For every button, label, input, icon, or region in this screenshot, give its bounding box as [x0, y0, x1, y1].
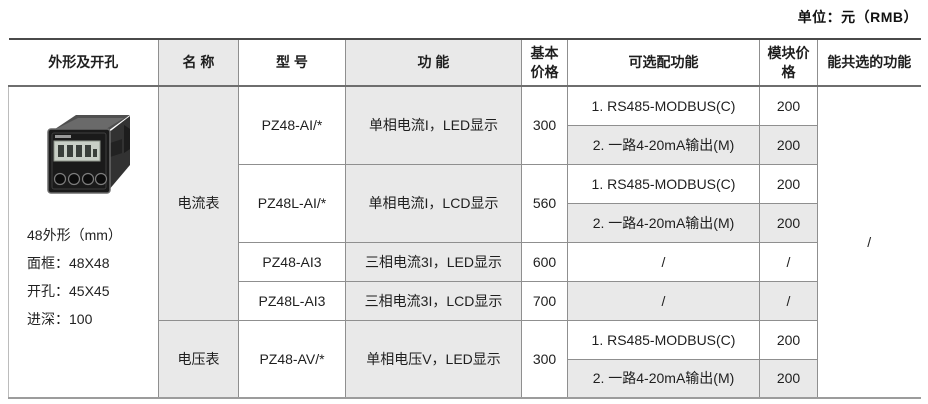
module-price-cell: 200	[759, 358, 818, 399]
shared-functions-cell: /	[817, 85, 921, 399]
model-cell: PZ48-AI3	[238, 241, 346, 282]
option-label-cell: 1. RS485-MODBUS(C)	[567, 163, 760, 204]
base-price-cell: 560	[521, 163, 568, 243]
col-header-function: 功 能	[345, 39, 522, 87]
category-cell-voltage-meter: 电压表	[158, 319, 239, 399]
table-row: 2. 一路4-20mA输出(M) 200	[9, 202, 921, 243]
table-row: PZ48L-AI/* 单相电流I，LCD显示 560 1. RS485-MODB…	[9, 163, 921, 243]
module-price-cell: 200	[759, 85, 818, 126]
model-cell: PZ48L-AI3	[238, 280, 346, 321]
col-header-base-price: 基本价格	[521, 39, 568, 87]
dimension-line-outline: 48外形（mm）	[27, 227, 122, 243]
model-cell: PZ48-AI/*	[238, 85, 346, 165]
dimensions-note: 48外形（mm） 面框：48X48 开孔：45X45 进深：100	[11, 221, 156, 333]
module-price-cell: 200	[759, 163, 818, 204]
table-row: PZ48-AI3 三相电流3I，LED显示 600 / /	[9, 241, 921, 282]
option-label-cell: 1. RS485-MODBUS(C)	[567, 85, 760, 126]
table-row: PZ48L-AI3 三相电流3I，LCD显示 700 / /	[9, 280, 921, 321]
option-label-cell: /	[567, 280, 760, 321]
option-label-cell: /	[567, 241, 760, 282]
base-price-cell: 300	[521, 319, 568, 399]
col-header-name: 名 称	[158, 39, 239, 87]
header-row: 外形及开孔 名 称 型 号 功 能 基本价格 可选配功能 模块价格 能共选的功能	[8, 39, 921, 87]
product-photo	[46, 115, 130, 194]
base-price-cell: 300	[521, 85, 568, 165]
module-price-cell: /	[759, 280, 818, 321]
col-header-options: 可选配功能	[567, 39, 760, 87]
table-row: 电压表 PZ48-AV/* 单相电压V，LED显示 300 1. RS485-M…	[9, 319, 921, 399]
category-cell-current-meter: 电流表	[158, 85, 239, 321]
function-cell: 三相电流3I，LCD显示	[345, 280, 522, 321]
table-row: 2. 一路4-20mA输出(M) 200	[9, 358, 921, 399]
unit-label: 单位：元（RMB）	[797, 9, 918, 25]
module-price-cell: /	[759, 241, 818, 282]
module-price-cell: 200	[759, 202, 818, 243]
module-price-cell: 200	[759, 319, 818, 360]
col-header-module-price: 模块价格	[759, 39, 818, 87]
function-cell: 单相电流I，LCD显示	[345, 163, 522, 243]
module-price-cell: 200	[759, 124, 818, 165]
option-label-cell: 2. 一路4-20mA输出(M)	[567, 124, 760, 165]
function-cell: 单相电压V，LED显示	[345, 319, 522, 399]
function-cell: 三相电流3I，LED显示	[345, 241, 522, 282]
col-header-shared-functions: 能共选的功能	[817, 39, 921, 87]
option-label-cell: 1. RS485-MODBUS(C)	[567, 319, 760, 360]
model-cell: PZ48L-AI/*	[238, 163, 346, 243]
option-label-cell: 2. 一路4-20mA输出(M)	[567, 358, 760, 399]
table-row: 48外形（mm） 面框：48X48 开孔：45X45 进深：100 电流表 PZ…	[8, 85, 921, 399]
price-table: 外形及开孔 名 称 型 号 功 能 基本价格 可选配功能 模块价格 能共选的功能	[8, 38, 921, 399]
function-cell: 单相电流I，LED显示	[345, 85, 522, 165]
dimension-line-cutout: 开孔：45X45	[27, 283, 110, 299]
dimension-line-frame: 面框：48X48	[27, 255, 110, 271]
option-label-cell: 2. 一路4-20mA输出(M)	[567, 202, 760, 243]
shape-and-cutout-cell: 48外形（mm） 面框：48X48 开孔：45X45 进深：100	[8, 85, 159, 399]
base-price-cell: 600	[521, 241, 568, 282]
dimension-line-depth: 进深：100	[27, 311, 93, 327]
col-header-shape: 外形及开孔	[8, 39, 159, 87]
col-header-model: 型 号	[238, 39, 346, 87]
model-cell: PZ48-AV/*	[238, 319, 346, 399]
base-price-cell: 700	[521, 280, 568, 321]
